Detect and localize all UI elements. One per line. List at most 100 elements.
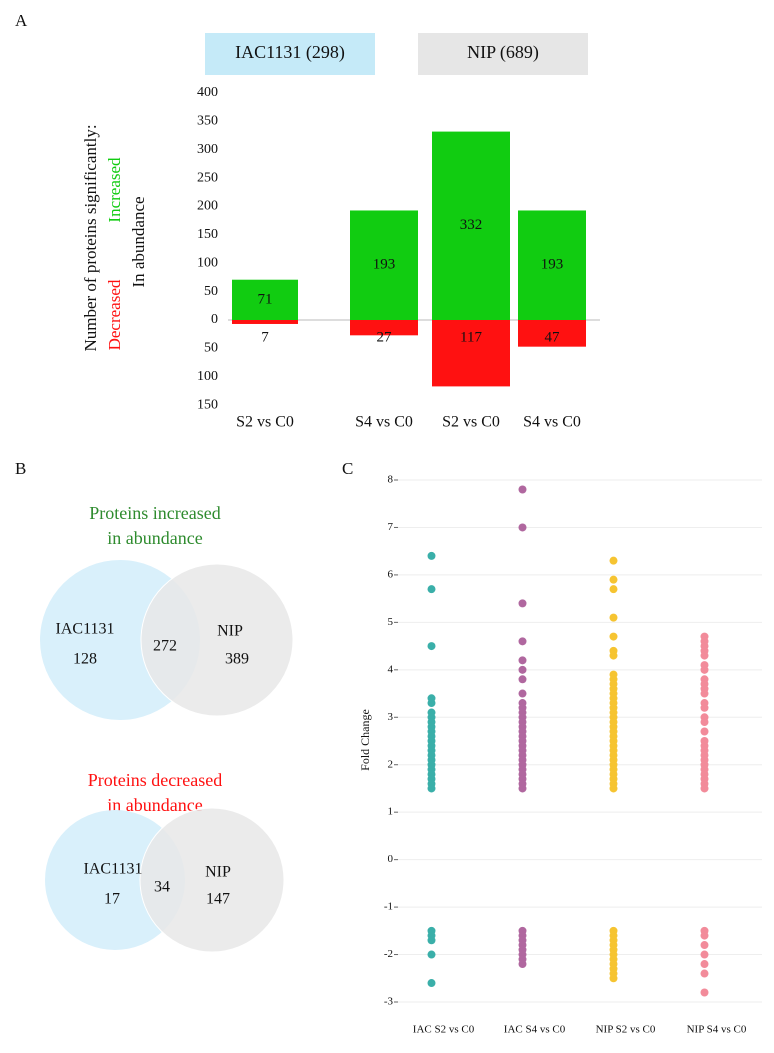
point xyxy=(518,784,527,793)
y-tick-label: -2 xyxy=(384,948,393,960)
venn-set-value: 17 xyxy=(104,891,120,908)
point xyxy=(427,585,436,594)
value-label: 71 xyxy=(258,291,273,307)
x-tick-label: IAC S4 vs C0 xyxy=(504,1024,566,1036)
y-tick-label: 100 xyxy=(197,369,218,384)
y-tick-label: 0 xyxy=(211,312,218,327)
point xyxy=(609,585,618,594)
venn-set-label: IAC1131 xyxy=(84,861,143,878)
venn-set-label: IAC1131 xyxy=(56,621,115,638)
value-label: 332 xyxy=(460,217,483,233)
venn-set xyxy=(139,807,285,953)
point xyxy=(609,632,618,641)
y-axis-label-down: Decreased xyxy=(105,279,124,350)
venn-title: Proteins decreased xyxy=(88,770,222,790)
y-tick-label: 250 xyxy=(197,170,218,185)
bar xyxy=(350,320,418,336)
point xyxy=(700,703,709,712)
y-tick-label: 7 xyxy=(388,521,394,533)
y-tick-label: 50 xyxy=(204,341,218,356)
point xyxy=(700,665,709,674)
y-axis-label: Fold Change xyxy=(358,709,372,771)
point xyxy=(427,699,436,708)
venn-overlap-value: 272 xyxy=(153,638,177,655)
x-tick-label: S4 vs C0 xyxy=(355,414,413,431)
point xyxy=(427,551,436,560)
y-tick-label: 150 xyxy=(197,397,218,412)
point xyxy=(609,575,618,584)
y-tick-label: 8 xyxy=(388,474,394,486)
bar xyxy=(432,320,510,387)
group-header xyxy=(418,33,588,75)
point xyxy=(427,979,436,988)
y-tick-label: 300 xyxy=(197,142,218,157)
y-axis-label: Number of proteins significantly: xyxy=(81,124,100,351)
point xyxy=(518,637,527,646)
venn-overlap-value: 34 xyxy=(154,879,170,896)
y-tick-label: 50 xyxy=(204,284,218,299)
bar xyxy=(518,210,586,320)
panel-label: C xyxy=(342,459,353,478)
bar xyxy=(432,131,510,320)
venn-set-label: NIP xyxy=(205,864,231,881)
y-tick-label: -1 xyxy=(384,901,393,913)
venn-set-value: 147 xyxy=(206,891,230,908)
point xyxy=(518,656,527,665)
panel-label: B xyxy=(15,459,26,478)
venn-set-label: NIP xyxy=(217,623,243,640)
point xyxy=(518,523,527,532)
point xyxy=(427,950,436,959)
value-label: 47 xyxy=(545,329,561,345)
point xyxy=(518,675,527,684)
y-tick-label: 0 xyxy=(388,853,394,865)
x-tick-label: S4 vs C0 xyxy=(523,414,581,431)
point xyxy=(609,651,618,660)
bar xyxy=(232,279,298,320)
point xyxy=(518,599,527,608)
y-tick-label: 150 xyxy=(197,227,218,242)
y-tick-label: 6 xyxy=(388,568,394,580)
venn-set-value: 128 xyxy=(73,651,97,668)
y-axis-label-sub: In abundance xyxy=(129,196,148,287)
x-tick-label: IAC S2 vs C0 xyxy=(413,1024,475,1036)
panel-label: A xyxy=(15,11,28,30)
x-tick-label: S2 vs C0 xyxy=(236,414,294,431)
point xyxy=(700,941,709,950)
bar xyxy=(350,210,418,320)
point xyxy=(700,960,709,969)
point xyxy=(700,931,709,940)
point xyxy=(609,784,618,793)
group-header xyxy=(205,33,375,75)
y-tick-label: 5 xyxy=(388,616,394,628)
value-label: 117 xyxy=(460,329,482,345)
y-tick-label: 4 xyxy=(388,663,394,675)
point xyxy=(427,936,436,945)
x-tick-label: NIP S4 vs C0 xyxy=(687,1024,747,1036)
venn-title: in abundance xyxy=(107,795,202,815)
venn-set xyxy=(140,563,294,717)
point xyxy=(700,651,709,660)
value-label: 193 xyxy=(541,257,564,273)
x-tick-label: NIP S2 vs C0 xyxy=(596,1024,656,1036)
point xyxy=(427,642,436,651)
value-label: 27 xyxy=(377,329,393,345)
y-tick-label: -3 xyxy=(384,996,394,1008)
bar xyxy=(232,320,298,324)
point xyxy=(609,556,618,565)
point xyxy=(700,969,709,978)
y-axis-label-up: Increased xyxy=(105,157,124,223)
venn-title: Proteins increased xyxy=(89,503,220,523)
point xyxy=(700,689,709,698)
y-tick-label: 400 xyxy=(197,85,218,100)
point xyxy=(700,727,709,736)
x-tick-label: S2 vs C0 xyxy=(442,414,500,431)
group-header-label: NIP (689) xyxy=(467,42,539,63)
bar xyxy=(518,320,586,347)
venn-title: in abundance xyxy=(107,528,202,548)
y-tick-label: 350 xyxy=(197,114,218,129)
point xyxy=(518,485,527,494)
y-tick-label: 100 xyxy=(197,255,218,270)
point xyxy=(518,689,527,698)
value-label: 193 xyxy=(373,257,396,273)
